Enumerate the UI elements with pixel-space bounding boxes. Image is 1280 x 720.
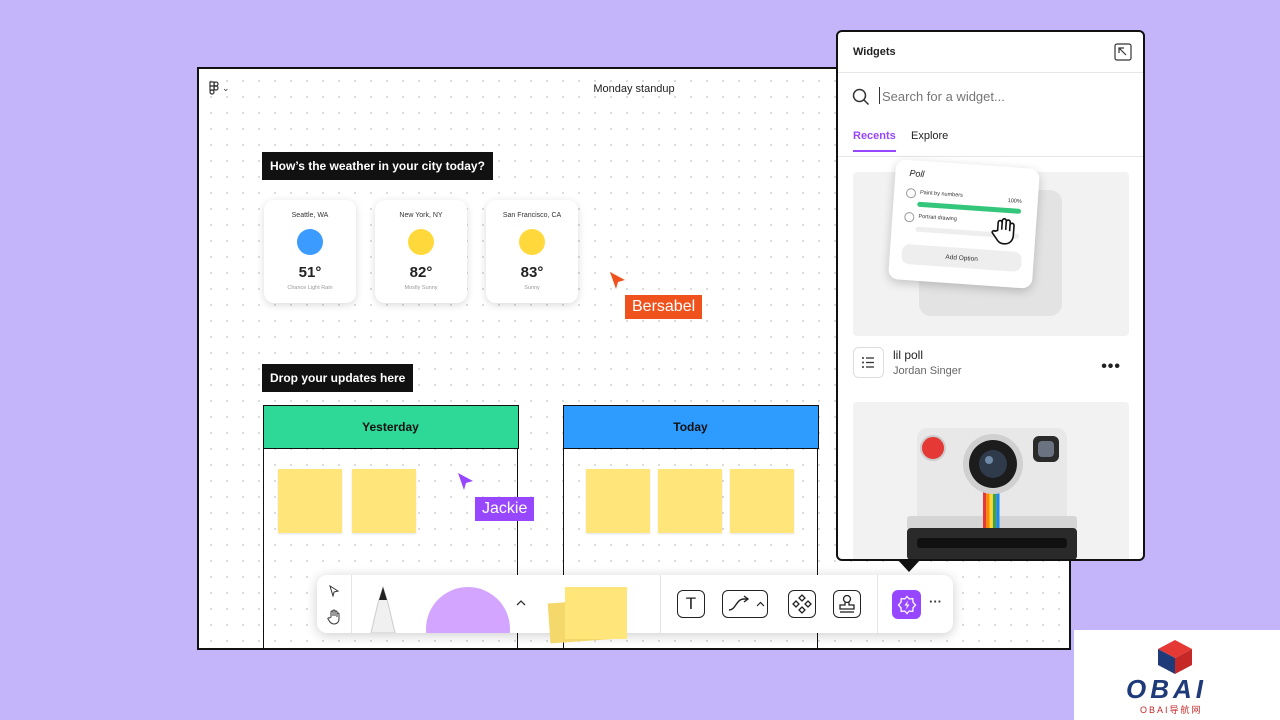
- collapse-panel-icon[interactable]: [1114, 43, 1132, 61]
- list-icon: [853, 347, 884, 378]
- column-header: Yesterday: [262, 405, 519, 449]
- components-tool-button[interactable]: [788, 590, 816, 618]
- poll-add-option: Add Option: [901, 243, 1023, 273]
- weather-heading[interactable]: How’s the weather in your city today?: [262, 152, 493, 180]
- weather-sun-icon: [519, 229, 545, 255]
- stamp-tool-button[interactable]: [833, 590, 861, 618]
- weather-city: San Francisco, CA: [502, 212, 562, 219]
- toolbar-divider: [351, 575, 352, 633]
- weather-temp: 51°: [298, 264, 322, 281]
- weather-condition: Mostly Sunny: [404, 285, 438, 291]
- weather-card[interactable]: New York, NY 82° Mostly Sunny: [375, 200, 467, 303]
- tab-recents[interactable]: Recents: [853, 130, 896, 152]
- widget-name[interactable]: lil poll: [893, 348, 924, 362]
- widget-author: Jordan Singer: [893, 365, 962, 377]
- cursor-label-jackie: Jackie: [475, 497, 535, 521]
- panel-pointer: [897, 559, 921, 572]
- weather-city: New York, NY: [399, 212, 443, 219]
- poll-preview: Poll Paint by numbers 100% Portrait draw…: [887, 159, 1041, 289]
- shape-tool-circle-icon[interactable]: [426, 587, 510, 633]
- sticky-note[interactable]: [658, 469, 722, 533]
- poll-option-1-percent: 100%: [1007, 197, 1022, 205]
- updates-heading[interactable]: Drop your updates here: [262, 364, 414, 392]
- search-row: [838, 72, 1143, 123]
- sticky-note[interactable]: [730, 469, 794, 533]
- text-caret: [879, 87, 880, 104]
- text-tool-button[interactable]: T: [677, 590, 705, 618]
- sticky-note[interactable]: [278, 469, 342, 533]
- weather-city: Seattle, WA: [291, 212, 329, 219]
- text-tool-icon: T: [685, 594, 697, 613]
- weather-card[interactable]: Seattle, WA 51° Chance Light Rain: [264, 200, 356, 303]
- file-title[interactable]: Monday standup: [593, 83, 675, 95]
- poll-radio: [904, 211, 915, 223]
- poll-radio: [905, 187, 917, 199]
- toolbar-divider: [877, 575, 878, 633]
- diamond-components-icon: [792, 594, 812, 614]
- cursor-label-bersabel: Bersabel: [625, 295, 703, 319]
- widgets-panel: Widgets Recents Explore Poll Paint by nu…: [836, 30, 1145, 561]
- sticky-note[interactable]: [586, 469, 650, 533]
- widgets-tool-button[interactable]: [892, 590, 921, 619]
- connector-icon: [728, 595, 750, 611]
- weather-temp: 83°: [520, 264, 544, 281]
- stamp-icon: [839, 594, 855, 613]
- column-header: Today: [562, 405, 819, 449]
- chevron-up-icon: [756, 601, 765, 607]
- poll-title: Poll: [909, 168, 925, 180]
- brand-name: OBAI: [1126, 674, 1207, 704]
- cursor-arrow-icon: [610, 272, 625, 289]
- weather-condition: Sunny: [524, 285, 540, 291]
- weather-card[interactable]: San Francisco, CA 83° Sunny: [486, 200, 578, 303]
- widget-card-camera[interactable]: [853, 402, 1129, 559]
- weather-temp: 82°: [409, 264, 433, 281]
- hand-pointer-icon: [991, 218, 1015, 245]
- widgets-tabs: Recents Explore: [838, 122, 1143, 157]
- today-column[interactable]: Today: [562, 405, 819, 648]
- main-menu-button[interactable]: ⌄: [209, 81, 230, 95]
- widget-lightning-icon: [897, 595, 916, 614]
- instant-camera-icon: [907, 428, 1077, 559]
- watermark: OBAI OBAI导航网: [1074, 630, 1280, 720]
- weather-condition: Chance Light Rain: [287, 285, 333, 291]
- move-tool-icon[interactable]: [328, 585, 340, 597]
- search-input[interactable]: [880, 88, 1124, 105]
- poll-result-bar: [917, 201, 1022, 214]
- brand-cube-icon: [1158, 640, 1192, 674]
- poll-option-2: Portrait drawing: [918, 213, 958, 223]
- widget-more-button[interactable]: •••: [1101, 358, 1121, 375]
- weather-sun-icon: [408, 229, 434, 255]
- brand-subtitle: OBAI导航网: [1140, 705, 1203, 715]
- search-icon: [852, 88, 870, 106]
- toolbar: T ···: [317, 575, 953, 644]
- tab-explore[interactable]: Explore: [911, 130, 949, 142]
- more-tools-button[interactable]: ···: [929, 594, 942, 609]
- widget-card-lil-poll[interactable]: Poll Paint by numbers 100% Portrait draw…: [853, 159, 1129, 336]
- figma-logo-icon: [209, 81, 219, 95]
- weather-rain-icon: [297, 229, 323, 255]
- poll-option-1: Paint by numbers: [919, 189, 963, 199]
- sticky-tool-icon[interactable]: [547, 587, 627, 644]
- toolbar-divider: [660, 575, 661, 633]
- cursor-arrow-icon: [458, 473, 473, 490]
- sticky-note[interactable]: [352, 469, 416, 533]
- hand-tool-icon[interactable]: [326, 609, 342, 625]
- yesterday-column[interactable]: Yesterday: [262, 405, 519, 648]
- marker-tool-icon[interactable]: [365, 585, 401, 633]
- chevron-down-icon: ⌄: [222, 82, 230, 93]
- connector-tool-button[interactable]: [722, 590, 768, 618]
- panel-title: Widgets: [853, 46, 896, 58]
- chevron-up-icon[interactable]: [516, 599, 526, 607]
